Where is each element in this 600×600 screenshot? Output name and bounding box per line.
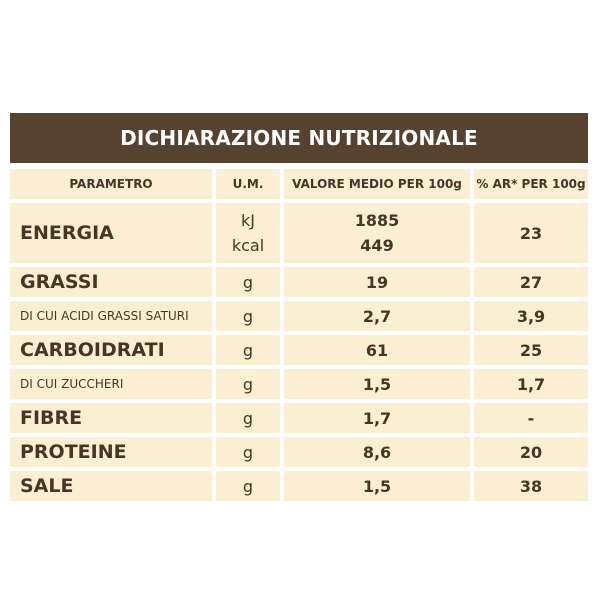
- row-label-energia: ENERGIA: [10, 203, 216, 263]
- row-label-carboidrati: CARBOIDRATI: [10, 335, 216, 365]
- energy-value-kj: 1885: [354, 211, 400, 230]
- row-label-zuccheri: DI CUI ZUCCHERI: [10, 369, 216, 399]
- row-unit-proteine: g: [216, 437, 284, 467]
- row-value-proteine: 8,6: [284, 437, 474, 467]
- header-ar: % AR* PER 100g: [474, 169, 588, 199]
- energy-ar: 23: [474, 203, 588, 263]
- energy-values: 1885 449: [284, 203, 474, 263]
- row-value-grassi: 19: [284, 267, 474, 297]
- header-parametro: PARAMETRO: [10, 169, 216, 199]
- row-ar-zuccheri: 1,7: [474, 369, 588, 399]
- row-unit-grassi: g: [216, 267, 284, 297]
- row-unit-fibre: g: [216, 403, 284, 433]
- row-value-zuccheri: 1,5: [284, 369, 474, 399]
- row-ar-fibre: -: [474, 403, 588, 433]
- row-label-fibre: FIBRE: [10, 403, 216, 433]
- row-ar-saturi: 3,9: [474, 301, 588, 331]
- nutrition-table: DICHIARAZIONE NUTRIZIONALE PARAMETRO U.M…: [10, 113, 588, 501]
- energy-unit-kcal: kcal: [231, 236, 265, 255]
- row-label-proteine: PROTEINE: [10, 437, 216, 467]
- row-ar-sale: 38: [474, 471, 588, 501]
- table-title: DICHIARAZIONE NUTRIZIONALE: [10, 113, 588, 163]
- row-ar-proteine: 20: [474, 437, 588, 467]
- row-unit-sale: g: [216, 471, 284, 501]
- row-label-grassi: GRASSI: [10, 267, 216, 297]
- row-label-saturi: DI CUI ACIDI GRASSI SATURI: [10, 301, 216, 331]
- energy-value-kcal: 449: [360, 236, 394, 255]
- table-grid: PARAMETRO U.M. VALORE MEDIO PER 100g % A…: [10, 169, 588, 501]
- row-value-saturi: 2,7: [284, 301, 474, 331]
- row-value-sale: 1,5: [284, 471, 474, 501]
- row-unit-saturi: g: [216, 301, 284, 331]
- row-ar-carboidrati: 25: [474, 335, 588, 365]
- energy-units: kJ kcal: [216, 203, 284, 263]
- header-um: U.M.: [216, 169, 284, 199]
- row-ar-grassi: 27: [474, 267, 588, 297]
- row-value-carboidrati: 61: [284, 335, 474, 365]
- row-unit-zuccheri: g: [216, 369, 284, 399]
- energy-unit-kj: kJ: [241, 211, 255, 230]
- row-label-sale: SALE: [10, 471, 216, 501]
- row-unit-carboidrati: g: [216, 335, 284, 365]
- row-value-fibre: 1,7: [284, 403, 474, 433]
- header-valore: VALORE MEDIO PER 100g: [284, 169, 474, 199]
